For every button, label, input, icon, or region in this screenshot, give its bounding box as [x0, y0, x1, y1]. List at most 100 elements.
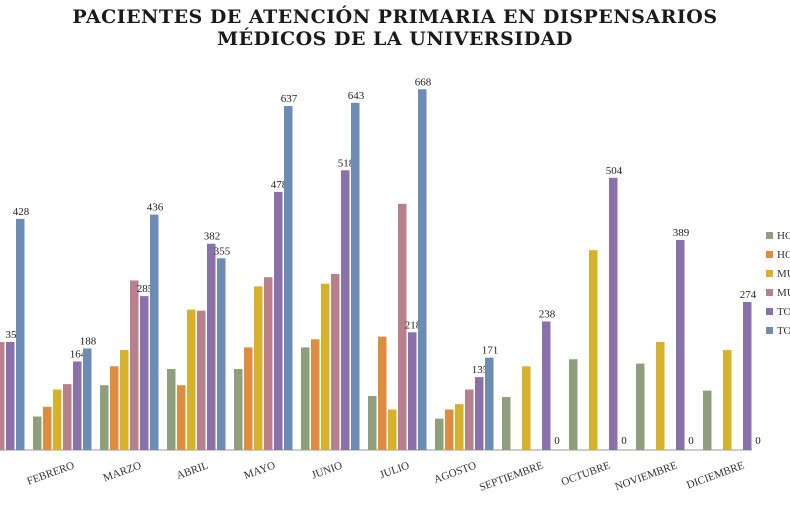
data-label: 0 — [621, 435, 627, 447]
bar-5-diciembre — [743, 302, 752, 450]
bar-6-agosto — [485, 357, 494, 450]
bar-3-abril — [187, 309, 196, 450]
legend-entry-label: MU — [777, 287, 790, 299]
data-label: 135 — [472, 364, 489, 376]
data-label: 355 — [214, 245, 231, 257]
data-label: 428 — [13, 206, 30, 218]
bar-1-abril — [167, 369, 176, 450]
bar-6-abril — [217, 258, 226, 450]
bar-5-marzo — [140, 296, 149, 450]
data-label: 274 — [740, 289, 757, 301]
bar-6-enero — [16, 218, 25, 450]
bar-4-junio — [331, 273, 340, 450]
legend-entry-label: TO — [777, 306, 790, 318]
bar-4-enero — [0, 342, 5, 450]
bar-1-julio — [368, 396, 377, 450]
legend-swatch — [766, 327, 773, 334]
legend-swatch — [766, 308, 773, 315]
data-label: 436 — [147, 202, 164, 214]
bar-5-julio — [408, 332, 417, 450]
data-label: 504 — [606, 165, 623, 177]
legend-swatch — [766, 289, 773, 296]
bar-6-febrero — [83, 348, 92, 450]
legend-entry-label: HO — [777, 249, 790, 261]
data-label: 637 — [281, 93, 298, 105]
x-tick-label: NOVIEMBRE — [613, 459, 679, 493]
bar-5-agosto — [475, 377, 484, 450]
x-tick-label: MARZO — [102, 460, 143, 485]
legend-entry-label: TO — [777, 325, 790, 337]
bar-4-mayo — [264, 277, 273, 450]
data-label: 382 — [204, 231, 221, 243]
data-label: 0 — [688, 435, 694, 447]
data-label: 0 — [554, 435, 560, 447]
bar-3-julio — [388, 409, 397, 450]
bar-1-septiembre — [502, 397, 511, 450]
data-label: 164 — [70, 348, 87, 360]
bar-1-febrero — [33, 416, 42, 450]
legend-entry-label: HO — [777, 230, 790, 242]
bar-4-abril — [197, 310, 206, 450]
bar-2-febrero — [43, 406, 52, 450]
chart-title-line-1: PACIENTES DE ATENCIÓN PRIMARIA EN DISPEN… — [72, 6, 718, 28]
legend-swatch — [766, 232, 773, 239]
bar-1-noviembre — [636, 363, 645, 450]
data-label: 518 — [338, 157, 355, 169]
bar-3-mayo — [254, 286, 263, 450]
data-label: 668 — [415, 76, 432, 88]
bar-4-agosto — [465, 389, 474, 450]
x-tick-label: JUNIO — [310, 460, 344, 482]
bar-1-agosto — [435, 418, 444, 450]
bar-5-abril — [207, 243, 216, 450]
bar-6-mayo — [284, 106, 293, 451]
data-label: 643 — [348, 90, 365, 102]
bar-5-mayo — [274, 191, 283, 450]
bar-2-mayo — [244, 347, 253, 450]
bar-3-noviembre — [656, 342, 665, 450]
bar-2-julio — [378, 336, 387, 450]
legend-entry-label: MU — [777, 268, 790, 280]
data-label: 478 — [271, 179, 288, 191]
data-label: 218 — [405, 319, 422, 331]
data-label: 0 — [755, 435, 761, 447]
data-label: 285 — [137, 283, 154, 295]
x-tick-label: DICIEMBRE — [685, 459, 746, 491]
bar-6-junio — [351, 102, 360, 450]
x-tick-label: OCTUBRE — [560, 459, 613, 488]
bar-5-septiembre — [542, 321, 551, 450]
bar-1-junio — [301, 347, 310, 450]
bar-2-agosto — [445, 409, 454, 450]
data-label: 188 — [80, 335, 97, 347]
x-tick-label: MAYO — [242, 460, 277, 482]
bar-3-diciembre — [723, 350, 732, 450]
legend-swatch — [766, 270, 773, 277]
bar-2-junio — [311, 339, 320, 450]
bar-3-junio — [321, 283, 330, 450]
bar-1-mayo — [234, 369, 243, 450]
bar-5-noviembre — [676, 239, 685, 450]
bar-1-marzo — [100, 385, 109, 450]
bar-4-julio — [398, 203, 407, 450]
bar-5-febrero — [73, 361, 82, 450]
bar-5-octubre — [609, 177, 618, 450]
x-tick-label: ABRIL — [175, 459, 210, 482]
bar-6-marzo — [150, 214, 159, 450]
legend-swatch — [766, 251, 773, 258]
data-label: 35 — [6, 329, 18, 341]
chart-title-line-2: MÉDICOS DE LA UNIVERSIDAD — [217, 28, 573, 50]
bar-3-febrero — [53, 389, 62, 450]
bar-4-marzo — [130, 280, 139, 450]
bar-3-septiembre — [522, 366, 531, 450]
bar-3-octubre — [589, 250, 598, 450]
data-label: 389 — [673, 227, 690, 239]
data-label: 238 — [539, 308, 556, 320]
bar-6-julio — [418, 89, 427, 450]
bar-5-enero — [6, 342, 15, 450]
bar-2-abril — [177, 385, 186, 450]
bar-1-diciembre — [703, 390, 712, 450]
bar-5-junio — [341, 170, 350, 450]
bar-3-marzo — [120, 350, 129, 450]
bar-2-marzo — [110, 366, 119, 450]
bar-4-febrero — [63, 384, 72, 450]
